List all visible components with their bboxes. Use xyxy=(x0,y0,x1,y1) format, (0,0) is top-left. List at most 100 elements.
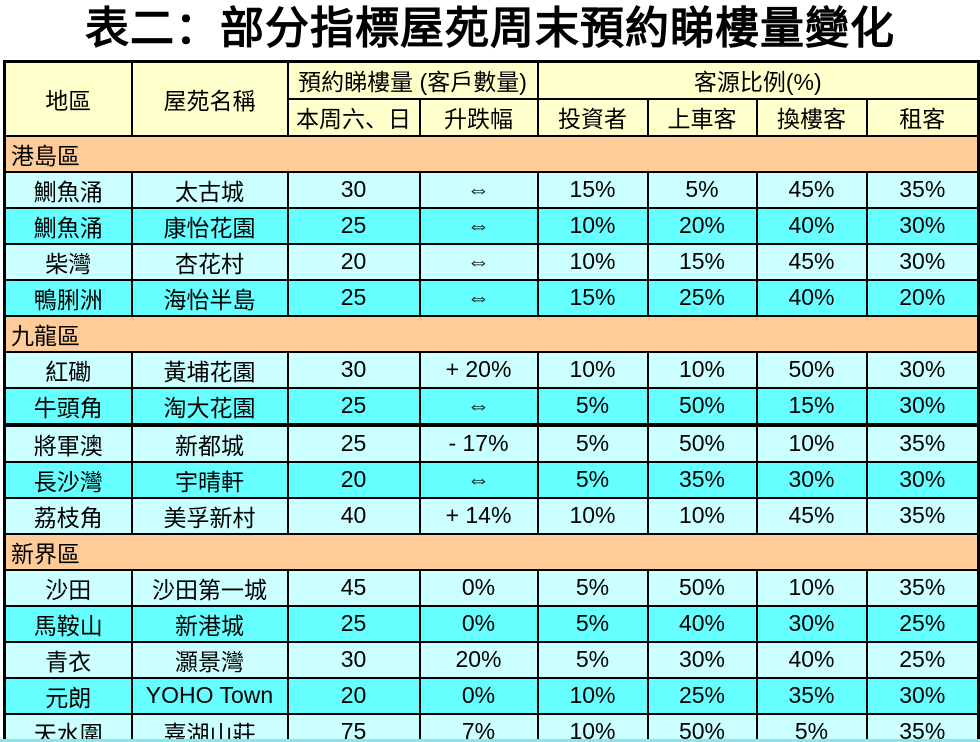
district-cell: 元朗 xyxy=(3,676,133,715)
page-title: 表二：部分指標屋苑周末預約睇樓量變化 xyxy=(85,4,895,53)
tenant-cell: 25% xyxy=(865,640,980,679)
header-tenant: 租客 xyxy=(865,97,980,137)
estate-bookings-table: 地區 屋苑名稱 預約睇樓量 (客戶數量) 客源比例(%) 本周六、日 升跌幅 投… xyxy=(3,60,980,742)
upgrader-cell: 10% xyxy=(755,568,868,607)
header-first-time-buyer: 上車客 xyxy=(646,97,758,137)
district-cell: 牛頭角 xyxy=(3,386,133,426)
upgrader-cell: 50% xyxy=(755,350,868,389)
estate-cell: 杏花村 xyxy=(130,242,289,281)
section-header-row: 港島區 xyxy=(3,134,980,173)
district-cell: 紅磡 xyxy=(3,350,133,389)
table-row: 馬鞍山 新港城 25 0% 5% 40% 30% 25% xyxy=(3,604,980,643)
table-row: 紅磡 黃埔花園 30 + 20% 10% 10% 50% 30% xyxy=(3,350,980,389)
first-time-buyer-cell: 10% xyxy=(646,350,758,389)
tenant-cell: 30% xyxy=(865,460,980,499)
header-district: 地區 xyxy=(3,60,133,137)
change-cell: 7% xyxy=(418,712,539,742)
change-cell: + 20% xyxy=(418,350,539,389)
upgrader-cell: 5% xyxy=(755,712,868,742)
estate-cell: 美孚新村 xyxy=(130,496,289,535)
bottom-divider xyxy=(0,739,980,742)
table-row: 荔枝角 美孚新村 40 + 14% 10% 10% 45% 35% xyxy=(3,496,980,535)
bookings-cell: 30 xyxy=(286,350,421,389)
table-row: 長沙灣 宇晴軒 20 ⇔ 5% 35% 30% 30% xyxy=(3,460,980,499)
header-weekend-count: 本周六、日 xyxy=(286,97,421,137)
district-cell: 鰂魚涌 xyxy=(3,170,133,209)
bookings-cell: 25 xyxy=(286,386,421,426)
district-cell: 將軍澳 xyxy=(3,422,133,463)
change-cell: 20% xyxy=(418,640,539,679)
table-row: 鰂魚涌 康怡花園 25 ⇔ 10% 20% 40% 30% xyxy=(3,206,980,245)
bookings-cell: 40 xyxy=(286,496,421,535)
upgrader-cell: 45% xyxy=(755,242,868,281)
estate-cell: 嘉湖山莊 xyxy=(130,712,289,742)
change-cell: ⇔ xyxy=(418,460,539,499)
change-cell: ⇔ xyxy=(418,170,539,209)
bookings-cell: 30 xyxy=(286,170,421,209)
investor-cell: 5% xyxy=(536,568,649,607)
first-time-buyer-cell: 50% xyxy=(646,712,758,742)
bookings-cell: 20 xyxy=(286,242,421,281)
change-cell: + 14% xyxy=(418,496,539,535)
change-cell: 0% xyxy=(418,604,539,643)
upgrader-cell: 30% xyxy=(755,604,868,643)
tenant-cell: 30% xyxy=(865,206,980,245)
tenant-cell: 35% xyxy=(865,568,980,607)
header-group-row: 地區 屋苑名稱 預約睇樓量 (客戶數量) 客源比例(%) xyxy=(3,60,980,137)
first-time-buyer-cell: 25% xyxy=(646,676,758,715)
first-time-buyer-cell: 40% xyxy=(646,604,758,643)
tenant-cell: 35% xyxy=(865,712,980,742)
tenant-cell: 30% xyxy=(865,242,980,281)
table-row: 元朗 YOHO Town 20 0% 10% 25% 35% 30% xyxy=(3,676,980,715)
change-cell: - 17% xyxy=(418,422,539,463)
section-header-label: 港島區 xyxy=(3,134,980,173)
first-time-buyer-cell: 30% xyxy=(646,640,758,679)
table-row: 青衣 灝景灣 30 20% 5% 30% 40% 25% xyxy=(3,640,980,679)
investor-cell: 10% xyxy=(536,496,649,535)
first-time-buyer-cell: 25% xyxy=(646,278,758,317)
district-cell: 長沙灣 xyxy=(3,460,133,499)
tenant-cell: 20% xyxy=(865,278,980,317)
bookings-cell: 20 xyxy=(286,460,421,499)
estate-cell: 康怡花園 xyxy=(130,206,289,245)
section-header-row: 新界區 xyxy=(3,532,980,571)
header-change: 升跌幅 xyxy=(418,97,539,137)
table-body: 港島區 鰂魚涌 太古城 30 ⇔ 15% 5% 45% 35% 鰂魚涌 康怡花園 25 ⇔ 10% 20% 4… xyxy=(3,134,980,742)
first-time-buyer-cell: 50% xyxy=(646,568,758,607)
section-header-row: 九龍區 xyxy=(3,314,980,353)
investor-cell: 10% xyxy=(536,676,649,715)
tenant-cell: 35% xyxy=(865,496,980,535)
district-cell: 天水圍 xyxy=(3,712,133,742)
investor-cell: 10% xyxy=(536,206,649,245)
header-upgrader: 換樓客 xyxy=(755,97,868,137)
upgrader-cell: 40% xyxy=(755,278,868,317)
bookings-cell: 75 xyxy=(286,712,421,742)
district-cell: 荔枝角 xyxy=(3,496,133,535)
upgrader-cell: 40% xyxy=(755,206,868,245)
district-cell: 鴨脷洲 xyxy=(3,278,133,317)
investor-cell: 5% xyxy=(536,604,649,643)
upgrader-cell: 35% xyxy=(755,676,868,715)
table-row: 沙田 沙田第一城 45 0% 5% 50% 10% 35% xyxy=(3,568,980,607)
header-investor: 投資者 xyxy=(536,97,649,137)
section-header-label: 新界區 xyxy=(3,532,980,571)
estate-cell: 新港城 xyxy=(130,604,289,643)
change-cell: 0% xyxy=(418,676,539,715)
table-row: 牛頭角 淘大花園 25 ⇔ 5% 50% 15% 30% xyxy=(3,386,980,426)
investor-cell: 15% xyxy=(536,170,649,209)
header-estate-name: 屋苑名稱 xyxy=(130,60,289,137)
section-header-label: 九龍區 xyxy=(3,314,980,353)
change-cell: ⇔ xyxy=(418,386,539,426)
estate-cell: YOHO Town xyxy=(130,676,289,715)
change-cell: 0% xyxy=(418,568,539,607)
first-time-buyer-cell: 50% xyxy=(646,422,758,463)
first-time-buyer-cell: 35% xyxy=(646,460,758,499)
header-bookings-group: 預約睇樓量 (客戶數量) xyxy=(286,60,539,100)
investor-cell: 5% xyxy=(536,460,649,499)
upgrader-cell: 10% xyxy=(755,422,868,463)
district-cell: 馬鞍山 xyxy=(3,604,133,643)
change-cell: ⇔ xyxy=(418,206,539,245)
estate-cell: 淘大花園 xyxy=(130,386,289,426)
estate-cell: 海怡半島 xyxy=(130,278,289,317)
tenant-cell: 35% xyxy=(865,170,980,209)
